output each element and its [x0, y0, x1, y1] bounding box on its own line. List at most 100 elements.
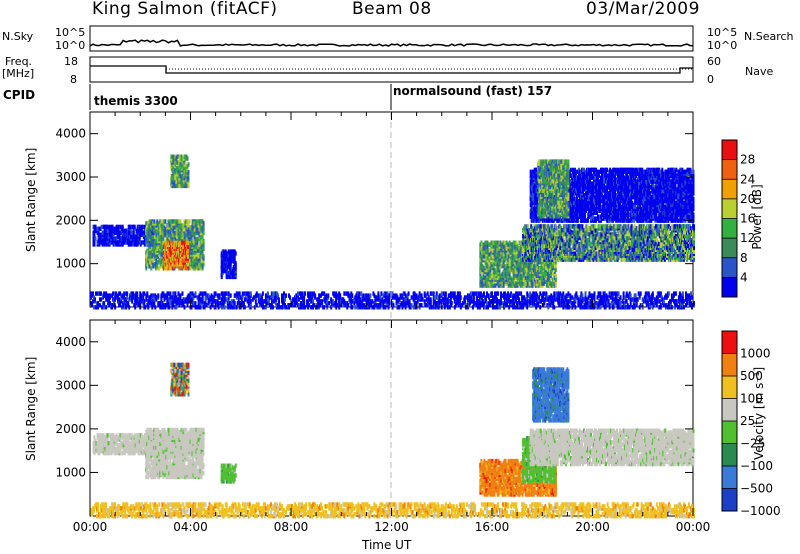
power-cell-2050 — [504, 241, 506, 245]
power-cell-469 — [153, 219, 155, 223]
power-cell-3094 — [551, 224, 553, 228]
power-cell-164 — [122, 225, 124, 229]
power-cell-3797 — [618, 244, 620, 248]
power-cell-2035 — [503, 270, 505, 274]
power-cell-44 — [101, 225, 103, 229]
power-cell-497 — [156, 264, 158, 268]
power-cell-1585 — [188, 170, 190, 174]
power-cell-4643 — [693, 246, 695, 250]
power-cell-255 — [138, 240, 140, 244]
chart-canvas: 1000200030004000100020003000400000:00 04:… — [0, 0, 800, 554]
power-cell-2426 — [532, 283, 534, 287]
power-cell-4690 — [532, 201, 534, 205]
power-cell-489 — [155, 239, 157, 243]
power-cell-3282 — [569, 248, 571, 252]
power-cell-3660 — [605, 224, 607, 228]
nsky-panel — [90, 26, 693, 51]
power-cell-1187 — [203, 231, 205, 235]
power-cell-2002 — [500, 241, 502, 245]
power-cell-3884 — [625, 224, 627, 228]
power-cell-442 — [152, 262, 154, 266]
power-cell-1360 — [182, 258, 184, 262]
power-cell-580 — [162, 237, 164, 241]
power-cell-1578 — [187, 156, 189, 160]
power-cell-1100 — [197, 237, 199, 241]
power-cell-1225 — [167, 260, 169, 264]
power-cell-765 — [174, 237, 176, 241]
power-cell-4692 — [532, 193, 534, 197]
power-cell-1277 — [172, 241, 174, 245]
power-cell-3168 — [558, 230, 560, 234]
power-cell-3415 — [581, 224, 583, 228]
power-cell-506 — [156, 219, 158, 223]
power-cell-4644 — [693, 242, 695, 246]
power-cell-757 — [173, 225, 175, 229]
power-cell-3176 — [559, 240, 561, 244]
power-cell-272 — [141, 240, 143, 244]
power-cell-4448 — [676, 236, 678, 240]
power-cell-1871 — [491, 266, 493, 270]
power-cell-3548 — [595, 224, 597, 228]
power-cell-1337 — [179, 241, 181, 245]
power-cell-1828 — [487, 244, 489, 248]
power-cell-2479 — [535, 264, 537, 268]
power-cell-119 — [114, 227, 116, 231]
power-cell-570 — [161, 219, 163, 223]
power-cell-1099 — [197, 241, 199, 245]
power-cell-1920 — [494, 241, 496, 245]
power-cell-3090 — [551, 234, 553, 238]
power-cell-382 — [147, 227, 149, 231]
power-cell-2999 — [543, 228, 545, 232]
power-cell-2030 — [503, 283, 505, 287]
power-cell-1852 — [489, 248, 491, 252]
power-cell-1186 — [203, 239, 205, 243]
power-cell-3331 — [574, 252, 576, 256]
power-cell-59 — [104, 234, 106, 238]
power-cell-1560 — [185, 166, 187, 170]
power-cell-1466 — [175, 180, 177, 184]
power-cell-3010 — [544, 224, 546, 228]
power-cell-1561 — [185, 162, 187, 166]
power-cell-1006 — [191, 235, 193, 239]
power-cell-1078 — [196, 256, 198, 260]
power-cell-1407 — [187, 245, 189, 249]
power-cell-3428 — [584, 255, 586, 259]
freq-panel — [90, 57, 693, 82]
power-cell-3174 — [559, 246, 561, 250]
power-cell-451 — [152, 235, 154, 239]
power-cell-1829 — [487, 241, 489, 245]
power-cell-3947 — [631, 224, 633, 228]
power-cell-1478 — [176, 160, 178, 164]
power-cell-78 — [107, 225, 109, 229]
power-cell-2955 — [539, 224, 541, 228]
power-cell-3049 — [548, 250, 550, 254]
power-cell-4739 — [535, 201, 537, 205]
power-cell-1403 — [187, 254, 189, 258]
power-cell-2545 — [540, 270, 542, 274]
power-cell-107 — [112, 225, 114, 229]
power-cell-1182 — [203, 254, 205, 258]
power-cell-1793 — [485, 260, 487, 264]
power-cell-3243 — [565, 224, 567, 228]
power-cell-4651 — [693, 224, 695, 228]
power-cell-443 — [152, 258, 154, 262]
power-cell-4133 — [647, 236, 649, 240]
power-cell-4414 — [673, 240, 675, 244]
power-cell-1153 — [201, 258, 203, 262]
power-cell-842 — [179, 219, 181, 223]
power-cell-1718 — [235, 251, 237, 255]
power-cell-406 — [149, 243, 151, 247]
power-cell-1586 — [188, 162, 190, 166]
power-cell-2825 — [527, 224, 529, 228]
power-cell-657 — [167, 229, 169, 233]
power-cell-613 — [164, 219, 166, 223]
power-cell-2810 — [526, 236, 528, 240]
power-cell-414 — [150, 266, 152, 270]
power-cell-2966 — [541, 257, 543, 261]
power-cell-2822 — [527, 240, 529, 244]
power-cell-1408 — [187, 241, 189, 245]
power-cell-2936 — [537, 224, 539, 228]
power-heatmap — [90, 155, 695, 310]
power-cell-2215 — [516, 241, 518, 245]
power-cell-2240 — [518, 254, 520, 258]
